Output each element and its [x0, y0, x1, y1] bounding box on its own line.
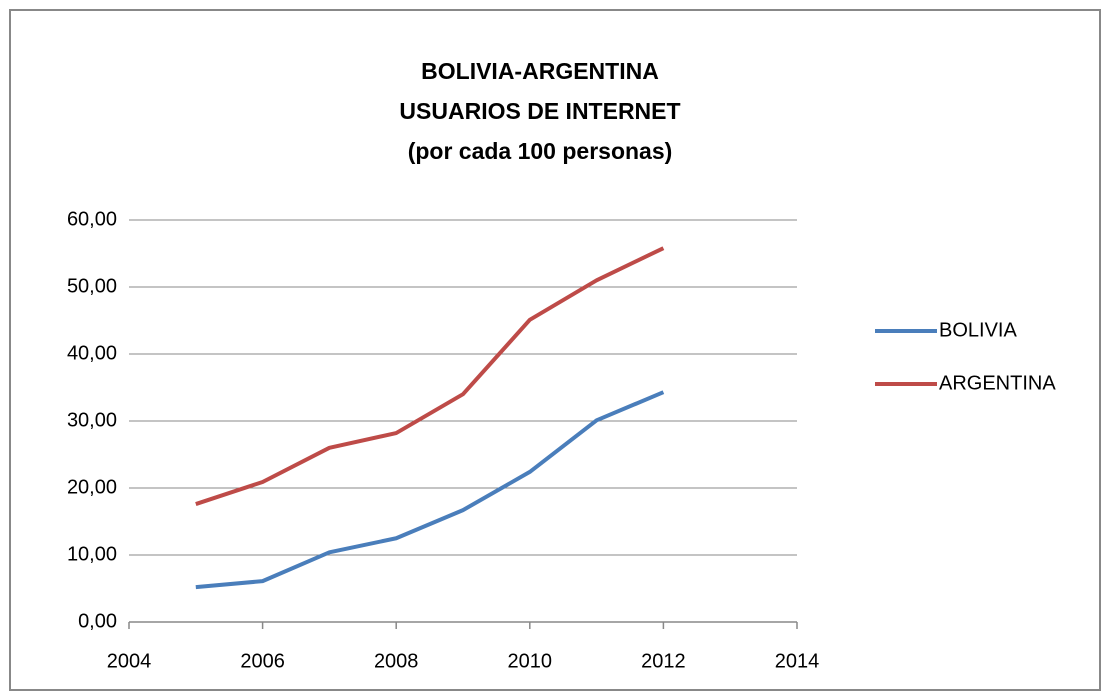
line-series [195, 246, 665, 506]
legend-label: ARGENTINA [939, 372, 1056, 394]
chart-border [9, 9, 1101, 691]
x-tick-label: 2008 [374, 650, 419, 672]
chart-title: BOLIVIA-ARGENTINA [421, 58, 659, 84]
y-tick-label: 50,00 [67, 275, 117, 297]
line-series [195, 390, 665, 590]
y-tick-label: 10,00 [67, 543, 117, 565]
chart-title: (por cada 100 personas) [408, 138, 673, 164]
x-tick-label: 2014 [775, 650, 820, 672]
chart-title: USUARIOS DE INTERNET [399, 98, 680, 124]
legend-label: BOLIVIA [939, 319, 1017, 341]
x-tick-label: 2010 [508, 650, 553, 672]
x-tick-label: 2012 [641, 650, 686, 672]
y-tick-label: 60,00 [67, 208, 117, 230]
x-tick-label: 2004 [107, 650, 152, 672]
x-tick-label: 2006 [240, 650, 285, 672]
y-tick-label: 30,00 [67, 409, 117, 431]
y-tick-label: 0,00 [78, 610, 117, 632]
y-tick-label: 20,00 [67, 476, 117, 498]
y-tick-label: 40,00 [67, 342, 117, 364]
